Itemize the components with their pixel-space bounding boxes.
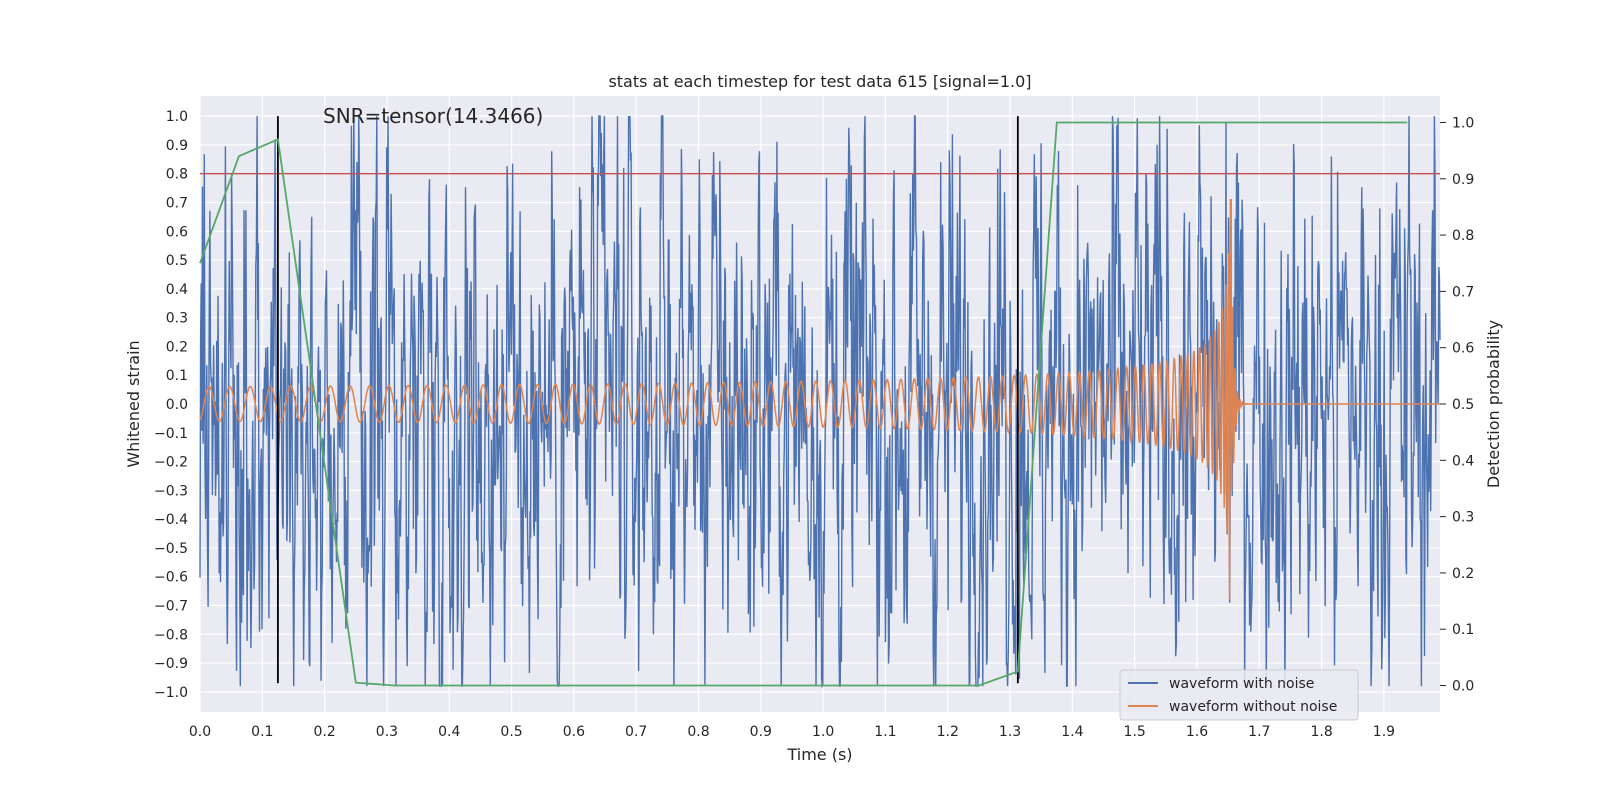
- x-tick-label: 0.5: [500, 724, 522, 740]
- y-tick-label: 0.0: [166, 397, 188, 413]
- x-tick-label: 1.9: [1373, 724, 1395, 740]
- y-tick-label: −0.6: [154, 570, 188, 586]
- y-tick-label: 0.2: [166, 339, 188, 355]
- x-tick-label: 0.6: [563, 724, 585, 740]
- x-tick-label: 0.4: [438, 724, 460, 740]
- x-tick-label: 1.4: [1061, 724, 1083, 740]
- y-tick-label: −0.1: [154, 426, 188, 442]
- x-tick-label: 1.7: [1248, 724, 1270, 740]
- series-waveform-without-noise: [199, 198, 1440, 600]
- y2-tick-label: 0.8: [1452, 228, 1474, 244]
- y2-tick-label: 0.1: [1452, 622, 1474, 638]
- y-tick-label: −0.3: [154, 483, 188, 499]
- y-axis-label: Whitened strain: [124, 340, 143, 467]
- tick-labels: 0.0 0.1 0.2 0.3 0.4 0.5 0.6 0.7 0.8 0.9 1.0 1.1 1.2 1…: [154, 109, 1474, 740]
- y-tick-label: 0.4: [166, 282, 188, 298]
- y-tick-label: 0.6: [166, 224, 188, 240]
- x-tick-label: 1.8: [1310, 724, 1332, 740]
- x-tick-label: 1.6: [1186, 724, 1208, 740]
- legend-box: [1119, 669, 1359, 721]
- y2-tick-label: 0.2: [1452, 566, 1474, 582]
- y-tick-label: −0.8: [154, 627, 188, 643]
- x-tick-label: 1.0: [812, 724, 834, 740]
- snr-annotation: SNR=tensor(14.3466): [323, 104, 543, 128]
- y-tick-label: −0.7: [154, 598, 188, 614]
- x-tick-label: 0.2: [313, 724, 335, 740]
- legend-label-clean: waveform without noise: [1169, 699, 1337, 715]
- y-tick-label: −0.9: [154, 656, 188, 672]
- x-tick-label: 1.3: [999, 724, 1021, 740]
- y2-tick-label: 0.0: [1452, 679, 1474, 695]
- chart-title: stats at each timestep for test data 615…: [608, 72, 1031, 91]
- y2-tick-label: 0.5: [1452, 397, 1474, 413]
- x-tick-label: 1.1: [874, 724, 896, 740]
- y2-tick-label: 0.6: [1452, 341, 1474, 357]
- y2-tick-label: 0.9: [1452, 172, 1474, 188]
- x-tick-label: 1.5: [1124, 724, 1146, 740]
- y-tick-label: −1.0: [154, 685, 188, 701]
- x-tick-label: 1.2: [937, 724, 959, 740]
- x-tick-label: 0.1: [251, 724, 273, 740]
- y2-axis-label: Detection probability: [1484, 320, 1503, 488]
- x-tick-label: 0.9: [750, 724, 772, 740]
- y-tick-label: 0.7: [166, 196, 188, 212]
- x-tick-label: 0.0: [189, 724, 211, 740]
- y2-tick-label: 0.4: [1452, 453, 1474, 469]
- y2-tick-label: 0.7: [1452, 284, 1474, 300]
- y-tick-label: −0.2: [154, 455, 188, 471]
- x-tick-label: 0.7: [625, 724, 647, 740]
- y-tick-label: 0.8: [166, 167, 188, 183]
- series-detection-probability: [199, 121, 1408, 687]
- y-tick-label: 0.9: [166, 138, 188, 154]
- series-layer: [199, 115, 1441, 689]
- x-tick-label: 0.8: [687, 724, 709, 740]
- y-tick-label: −0.4: [154, 512, 188, 528]
- y2-tick-label: 0.3: [1452, 510, 1474, 526]
- y2-tick-label: 1.0: [1452, 115, 1474, 131]
- y-tick-label: 1.0: [166, 109, 188, 125]
- y-tick-label: 0.3: [166, 311, 188, 327]
- y-tick-label: −0.5: [154, 541, 188, 557]
- legend-label-noise: waveform with noise: [1169, 676, 1314, 692]
- x-axis-label: Time (s): [786, 745, 852, 764]
- y-tick-label: 0.5: [166, 253, 188, 269]
- y-tick-label: 0.1: [166, 368, 188, 384]
- x-tick-label: 0.3: [376, 724, 398, 740]
- legend: waveform with noise waveform without noi…: [1119, 669, 1359, 721]
